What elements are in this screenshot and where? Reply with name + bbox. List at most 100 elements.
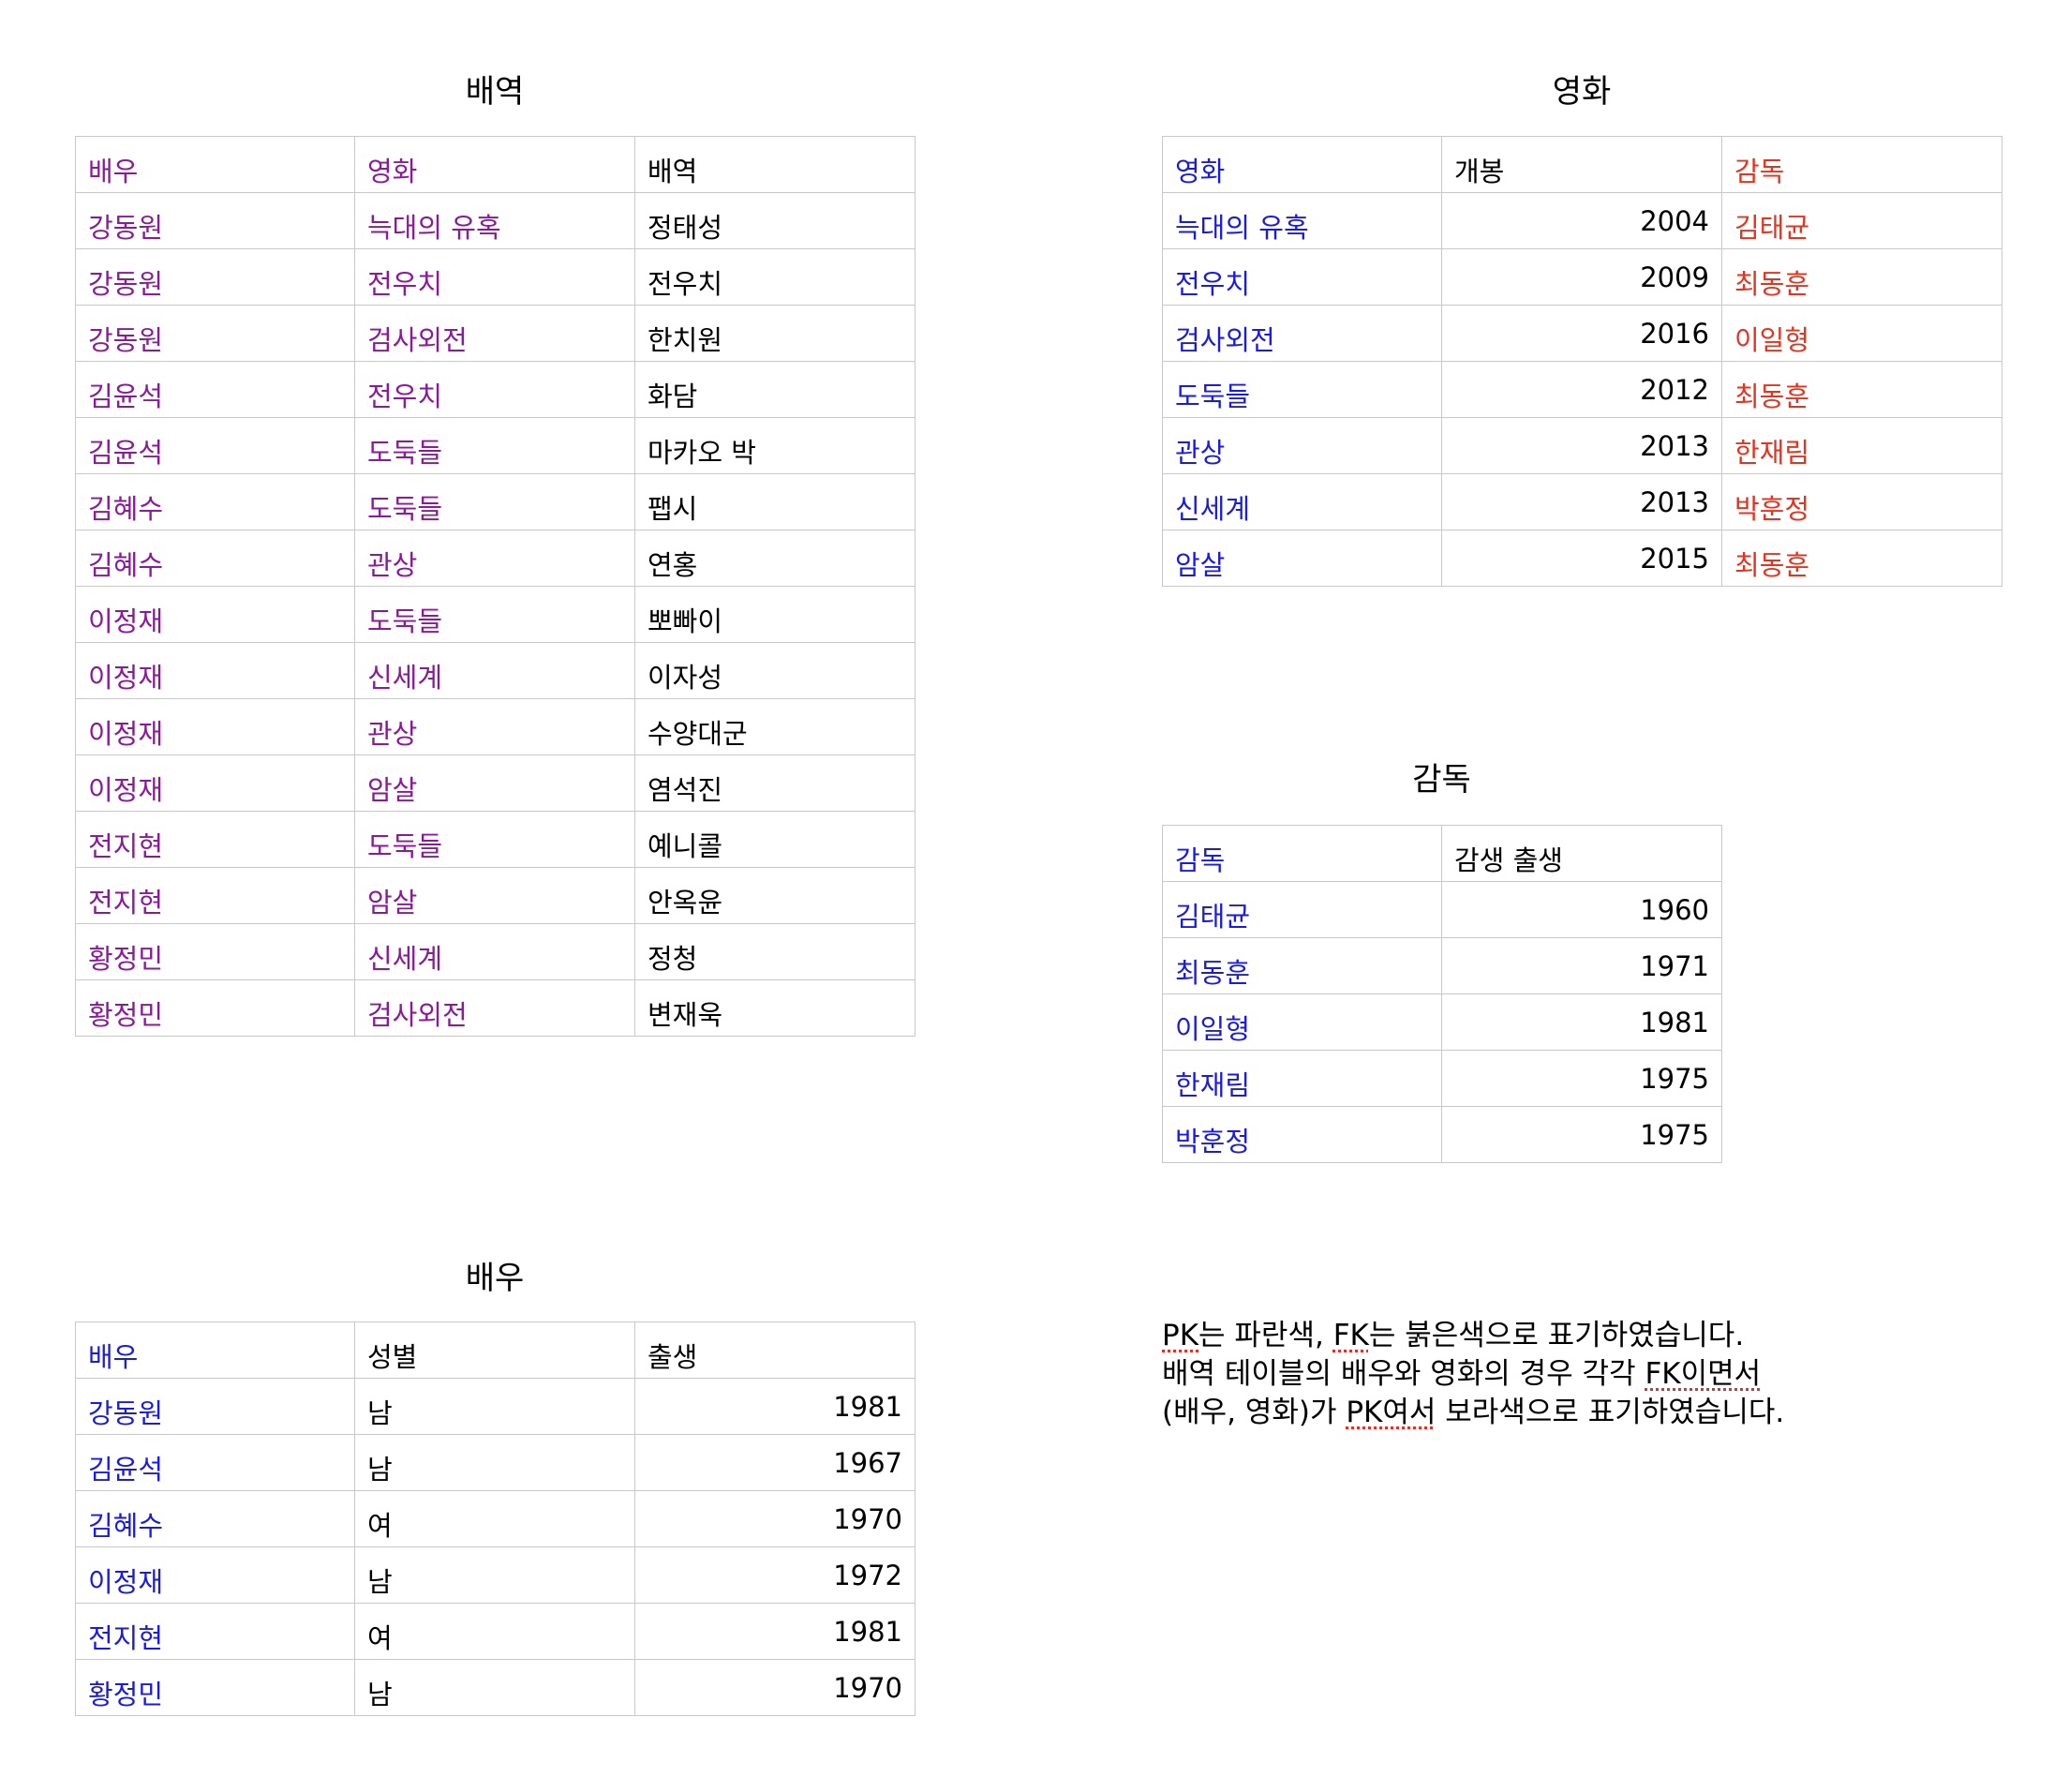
note-line-2: 배역 테이블의 배우와 영화의 경우 각각 FK이면서	[1162, 1357, 1762, 1391]
table-cell: 김혜수	[75, 530, 355, 587]
table-cell: 2009	[1441, 248, 1722, 306]
table-cell: 남	[354, 1378, 635, 1435]
table-cell: 수양대군	[634, 698, 915, 755]
movie-header-cell: 영화	[1162, 136, 1442, 193]
table-cell: 전우치	[634, 248, 915, 306]
table-cell: 2015	[1441, 530, 1722, 587]
table-cell: 전지현	[75, 1603, 355, 1660]
table-cell: 여	[354, 1603, 635, 1660]
table-cell: 암살	[354, 867, 635, 924]
movie-table: 영화 개봉 감독 늑대의 유혹 2004 김태균 전우치 2009 최동훈 검사외전 2016 이일형…	[1162, 136, 2002, 587]
table-cell: 김태균	[1162, 881, 1442, 938]
table-cell: 2012	[1441, 361, 1722, 418]
table-cell: 검사외전	[354, 305, 635, 362]
table-cell: 정청	[634, 923, 915, 980]
table-cell: 강동원	[75, 248, 355, 306]
table-row: 박훈정 1975	[1162, 1106, 1722, 1163]
table-cell: 2013	[1441, 473, 1722, 530]
table-cell: 뽀빠이	[634, 586, 915, 643]
table-cell: 박훈정	[1721, 473, 2002, 530]
table-row: 황정민 남 1970	[75, 1659, 915, 1716]
casting-header-cell: 배우	[75, 136, 355, 193]
movie-header-cell: 감독	[1721, 136, 2002, 193]
legend-note: PK는 파란색, FK는 붉은색으로 표기하였습니다. 배역 테이블의 배우와 …	[1162, 1317, 2005, 1432]
table-row: 김윤석 전우치 화담	[75, 361, 915, 418]
director-table: 감독 감생 출생 김태균 1960 최동훈 1971 이일형 1981 한재림 1975 박훈정 19…	[1162, 825, 1722, 1163]
table-cell: 암살	[1162, 530, 1442, 587]
table-row: 황정민 신세계 정청	[75, 923, 915, 980]
table-cell: 팹시	[634, 473, 915, 530]
table-cell: 남	[354, 1659, 635, 1716]
table-cell: 김태균	[1721, 192, 2002, 249]
table-row: 최동훈 1971	[1162, 937, 1722, 994]
table-cell: 김윤석	[75, 1434, 355, 1491]
table-cell: 강동원	[75, 1378, 355, 1435]
table-row: 이일형 1981	[1162, 993, 1722, 1051]
table-row: 전지현 도둑들 예니콜	[75, 811, 915, 868]
actor-header-cell: 배우	[75, 1322, 355, 1379]
table-cell: 김윤석	[75, 361, 355, 418]
actor-table: 배우 성별 출생 강동원 남 1981 김윤석 남 1967 김혜수 여 1970 이정재 남 1972 전지…	[75, 1322, 915, 1716]
table-cell: 최동훈	[1721, 361, 2002, 418]
table-cell: 한치원	[634, 305, 915, 362]
table-cell: 최동훈	[1721, 530, 2002, 587]
casting-header-cell: 배역	[634, 136, 915, 193]
table-cell: 염석진	[634, 754, 915, 812]
table-cell: 여	[354, 1490, 635, 1547]
table-row: 강동원 늑대의 유혹 정태성	[75, 192, 915, 249]
table-cell: 늑대의 유혹	[354, 192, 635, 249]
actor-header-cell: 성별	[354, 1322, 635, 1379]
table-row: 김혜수 도둑들 팹시	[75, 473, 915, 530]
movie-header-row: 영화 개봉 감독	[1162, 136, 2002, 193]
table-row: 김혜수 관상 연홍	[75, 530, 915, 587]
table-cell: 최동훈	[1721, 248, 2002, 306]
table-cell: 1971	[1441, 937, 1722, 994]
table-cell: 도둑들	[354, 473, 635, 530]
actor-table-title: 배우	[465, 1260, 525, 1297]
movie-header-cell: 개봉	[1441, 136, 1722, 193]
table-cell: 1981	[1441, 993, 1722, 1051]
table-cell: 1970	[634, 1659, 915, 1716]
table-row: 암살 2015 최동훈	[1162, 530, 2002, 587]
table-row: 관상 2013 한재림	[1162, 417, 2002, 474]
table-row: 김태균 1960	[1162, 881, 1722, 938]
table-cell: 강동원	[75, 192, 355, 249]
actor-header-row: 배우 성별 출생	[75, 1322, 915, 1379]
director-table-title: 감독	[1412, 761, 1471, 799]
table-cell: 검사외전	[354, 979, 635, 1037]
table-cell: 1981	[634, 1603, 915, 1660]
casting-header-cell: 영화	[354, 136, 635, 193]
table-cell: 이일형	[1162, 993, 1442, 1051]
table-row: 강동원 검사외전 한치원	[75, 305, 915, 362]
table-cell: 이일형	[1721, 305, 2002, 362]
table-cell: 1970	[634, 1490, 915, 1547]
table-cell: 관상	[354, 530, 635, 587]
table-row: 전지현 암살 안옥윤	[75, 867, 915, 924]
note-line-1: PK는 파란색, FK는 붉은색으로 표기하였습니다.	[1162, 1319, 1745, 1352]
actor-header-cell: 출생	[634, 1322, 915, 1379]
table-cell: 전지현	[75, 867, 355, 924]
table-cell: 남	[354, 1546, 635, 1604]
casting-table-title: 배역	[465, 73, 525, 111]
table-cell: 한재림	[1721, 417, 2002, 474]
movie-table-title: 영화	[1552, 73, 1612, 111]
table-cell: 이정재	[75, 754, 355, 812]
table-cell: 암살	[354, 754, 635, 812]
table-cell: 전우치	[1162, 248, 1442, 306]
table-cell: 1972	[634, 1546, 915, 1604]
table-row: 전우치 2009 최동훈	[1162, 248, 2002, 306]
table-cell: 황정민	[75, 979, 355, 1037]
table-row: 김혜수 여 1970	[75, 1490, 915, 1547]
table-row: 김윤석 남 1967	[75, 1434, 915, 1491]
table-cell: 이자성	[634, 642, 915, 699]
table-cell: 최동훈	[1162, 937, 1442, 994]
table-row: 전지현 여 1981	[75, 1603, 915, 1660]
table-cell: 1975	[1441, 1106, 1722, 1163]
table-cell: 연홍	[634, 530, 915, 587]
table-cell: 이정재	[75, 698, 355, 755]
casting-table: 배우 영화 배역 강동원 늑대의 유혹 정태성 강동원 전우치 전우치 강동원 검사외전 한치원 김윤석…	[75, 136, 915, 1037]
table-row: 황정민 검사외전 변재욱	[75, 979, 915, 1037]
table-cell: 이정재	[75, 586, 355, 643]
table-cell: 한재림	[1162, 1050, 1442, 1107]
table-cell: 안옥윤	[634, 867, 915, 924]
